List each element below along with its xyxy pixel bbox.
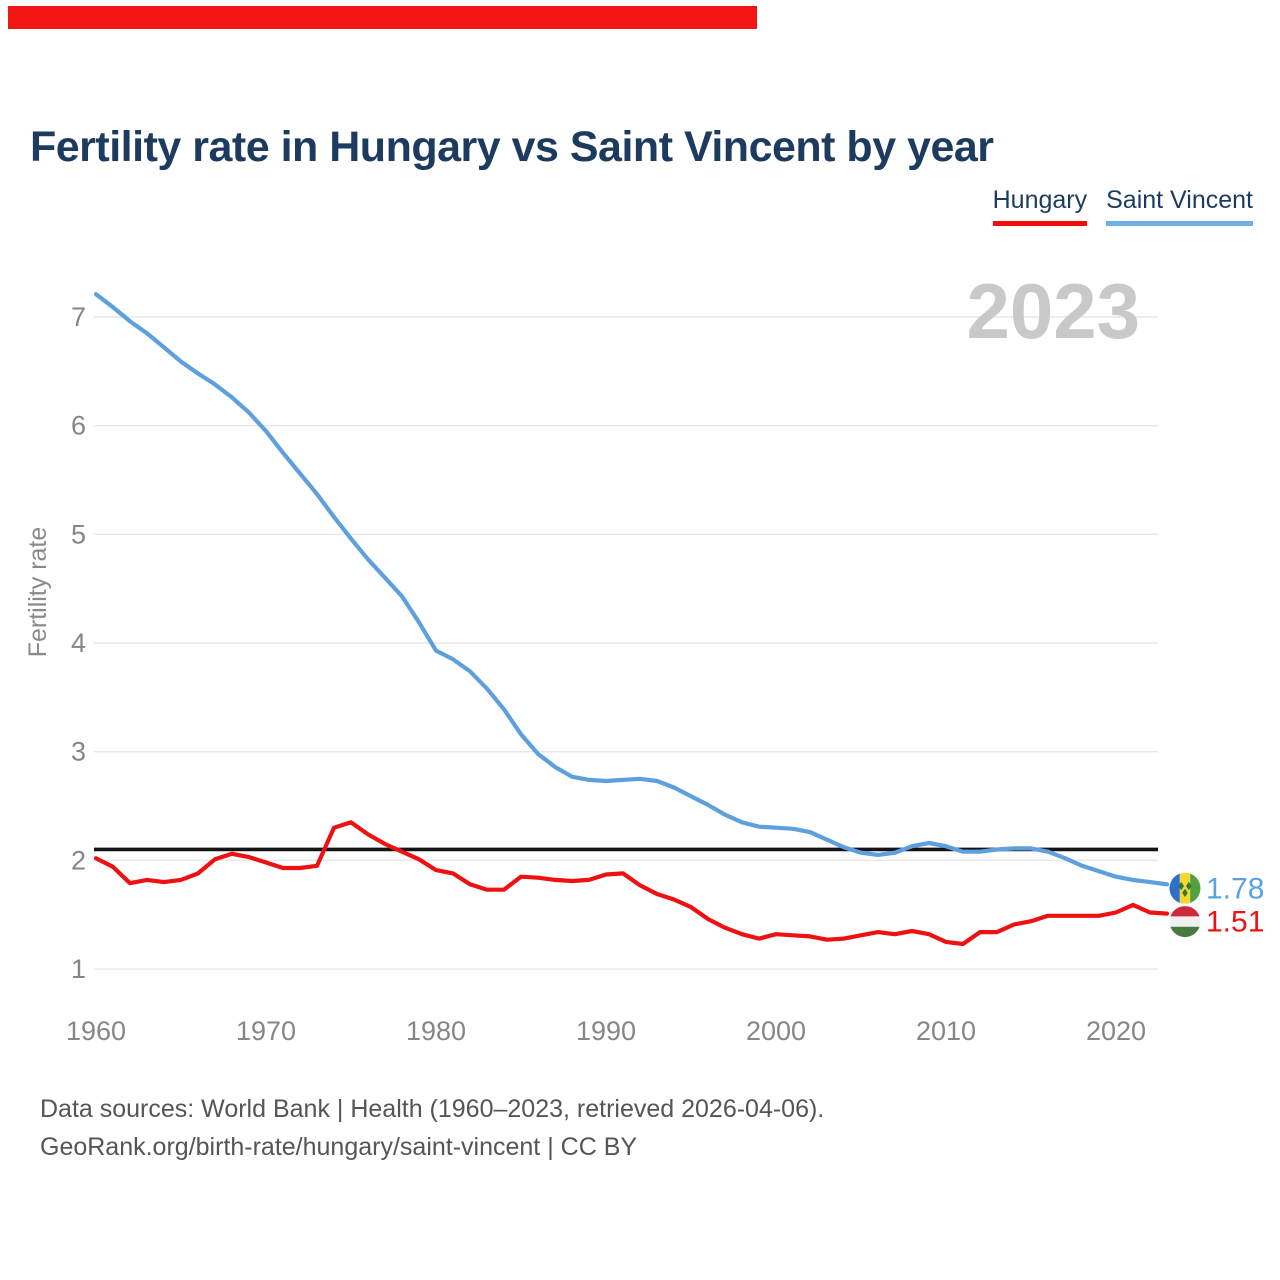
y-tick-label: 3 [71,737,86,767]
hungary-end-value: 1.51 [1206,906,1264,939]
legend-label-saint-vincent: Saint Vincent [1106,186,1253,214]
page-title: Fertility rate in Hungary vs Saint Vince… [30,122,994,171]
year-watermark: 2023 [966,267,1140,355]
x-tick-label: 2010 [916,1016,976,1046]
y-tick-label: 6 [71,411,86,441]
footer-source-line: Data sources: World Bank | Health (1960–… [40,1095,825,1123]
x-tick-label: 1990 [576,1016,636,1046]
y-axis-label: Fertility rate [24,527,52,658]
saint-vincent-line [93,292,1170,887]
gridlines [94,316,1158,970]
legend-underline-saint-vincent [1106,221,1253,226]
hungary-flag-icon [1169,906,1201,938]
legend-underline-hungary [992,221,1088,226]
x-tick-label: 1970 [236,1016,296,1046]
saint-vincent-flag-icon [1169,872,1201,904]
legend: Hungary Saint Vincent [992,186,1253,226]
top-progress-bar [8,6,757,29]
legend-label-hungary: Hungary [992,186,1088,214]
y-tick-label: 7 [71,302,86,332]
legend-item-saint-vincent[interactable]: Saint Vincent [1106,186,1253,226]
saint-vincent-end-value: 1.78 [1206,872,1264,905]
y-tick-label: 1 [71,954,86,984]
x-tick-label: 2000 [746,1016,806,1046]
y-tick-label: 2 [71,845,86,875]
x-axis-ticks: 1960 1970 1980 1990 2000 2010 2020 [66,1016,1146,1046]
footer: Data sources: World Bank | Health (1960–… [40,1090,824,1166]
x-tick-label: 1960 [66,1016,126,1046]
x-tick-label: 2020 [1086,1016,1146,1046]
y-tick-label: 4 [71,628,86,658]
y-tick-label: 5 [71,519,86,549]
hungary-line [93,820,1170,947]
x-tick-label: 1980 [406,1016,466,1046]
legend-item-hungary[interactable]: Hungary [992,186,1088,226]
footer-url-line: GeoRank.org/birth-rate/hungary/saint-vin… [40,1133,638,1161]
y-axis-ticks: 1 2 3 4 5 6 7 [71,302,86,984]
